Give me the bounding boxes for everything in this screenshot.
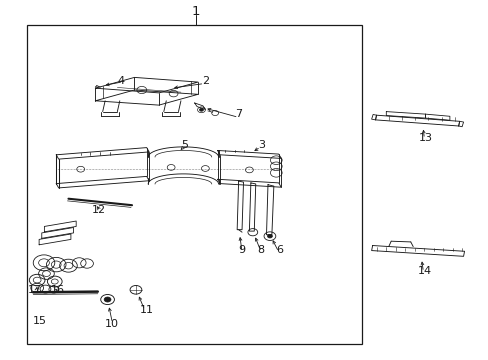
Polygon shape <box>95 77 198 93</box>
Text: 3: 3 <box>258 140 264 150</box>
Bar <box>27 25 361 344</box>
Polygon shape <box>95 90 198 105</box>
Text: 14: 14 <box>417 266 430 276</box>
Text: 17: 17 <box>28 285 42 295</box>
Text: 15: 15 <box>33 316 47 326</box>
Text: 8: 8 <box>257 245 264 255</box>
Text: 1: 1 <box>191 5 200 18</box>
Polygon shape <box>371 246 464 256</box>
Text: 13: 13 <box>418 132 431 143</box>
Circle shape <box>199 108 203 111</box>
Polygon shape <box>217 150 281 158</box>
Text: 16: 16 <box>51 285 64 295</box>
Text: 2: 2 <box>202 76 208 86</box>
Text: 7: 7 <box>235 109 242 120</box>
Polygon shape <box>56 176 149 188</box>
Polygon shape <box>56 148 149 159</box>
Text: 5: 5 <box>181 140 188 150</box>
Text: 10: 10 <box>104 319 118 329</box>
Text: 12: 12 <box>92 204 105 215</box>
Text: 9: 9 <box>238 245 245 255</box>
Circle shape <box>267 234 272 238</box>
Polygon shape <box>375 115 459 126</box>
Text: 4: 4 <box>118 76 124 86</box>
Polygon shape <box>217 179 281 187</box>
Circle shape <box>104 297 111 302</box>
Text: 6: 6 <box>276 245 283 255</box>
Text: 11: 11 <box>140 305 153 315</box>
